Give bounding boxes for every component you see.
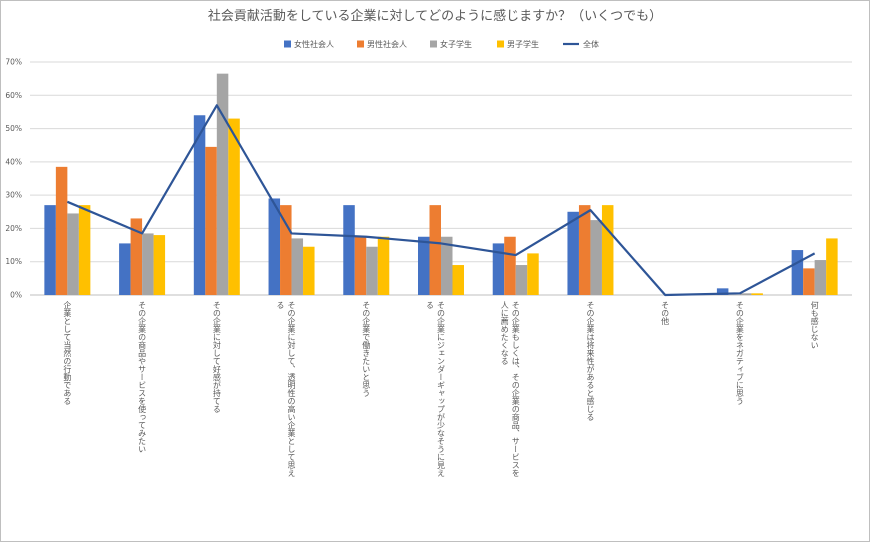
bar: [791, 250, 804, 295]
category-label-line: る: [276, 301, 285, 309]
bar: [567, 211, 579, 295]
bar: [67, 213, 79, 295]
category-label: 何も感じない: [810, 300, 819, 349]
gridlines: [30, 61, 852, 296]
legend-label: 女子学生: [440, 39, 472, 49]
bar: [515, 265, 528, 295]
bar: [452, 265, 464, 295]
bar: [205, 146, 217, 295]
bar: [193, 115, 206, 295]
y-tick-label: 30%: [5, 191, 22, 200]
y-tick-label: 40%: [5, 157, 22, 166]
category-label-line: その企業は将来性があると感じる: [586, 301, 595, 421]
y-tick-label: 20%: [5, 224, 22, 233]
bar: [492, 243, 505, 295]
bar: [228, 118, 240, 295]
bar: [354, 236, 367, 295]
legend-label: 男性社会人: [367, 39, 407, 49]
legend-swatch: [284, 40, 291, 48]
bar: [343, 205, 355, 295]
category-label-line: 何も感じない: [810, 300, 819, 349]
category-label: その他: [661, 301, 670, 326]
bar: [716, 288, 729, 295]
category-label-line: その企業で働きたいと思う: [362, 301, 371, 397]
category-label-line: その企業にジェンダーギャップが少なそうに見え: [437, 301, 446, 477]
bar: [803, 268, 815, 295]
total-line: [66, 104, 816, 297]
bar: [826, 238, 838, 295]
bar: [119, 243, 131, 295]
y-tick-label: 0%: [10, 291, 22, 300]
bar: [216, 73, 229, 296]
legend-label: 男子学生: [507, 39, 539, 49]
category-label-line: その企業に対して、透明性の高い企業として思え: [287, 301, 296, 477]
legend-swatch: [357, 40, 364, 48]
bar: [142, 233, 154, 295]
bar: [153, 235, 166, 295]
bar: [303, 246, 315, 295]
bar: [130, 218, 143, 295]
category-label-line: その企業に対して好感が持てる: [212, 301, 221, 413]
bar: [418, 236, 430, 295]
bar: [268, 198, 281, 295]
category-label: 企業として当然の行動である: [63, 300, 72, 405]
bar: [814, 260, 827, 295]
y-tick-label: 70%: [5, 58, 22, 67]
bar: [366, 246, 378, 295]
category-label-line: その企業をネガティブに思う: [735, 301, 744, 405]
category-label: その企業の商品やサービスを使ってみたい: [138, 301, 147, 453]
bar: [441, 236, 453, 295]
x-axis-labels: 企業として当然の行動である その企業の商品やサービスを使ってみたい その企業に対して…: [63, 300, 819, 477]
category-label: その企業で働きたいと思う: [362, 301, 371, 397]
legend: 女性社会人 男性社会人 女子学生 男子学生 全体: [284, 39, 599, 49]
category-label: その企業は将来性があると感じる: [586, 301, 595, 421]
bar: [55, 166, 68, 295]
bar: [739, 293, 752, 295]
bars: [44, 73, 838, 296]
category-label-line: その他: [661, 301, 670, 326]
legend-swatch: [430, 40, 437, 48]
series-line: [66, 104, 816, 297]
category-label-line: その企業の商品やサービスを使ってみたい: [138, 301, 147, 453]
bar: [44, 205, 56, 295]
y-tick-label: 60%: [5, 91, 22, 100]
category-label-line: 人に薦めたくなる: [500, 301, 509, 365]
bar: [291, 238, 304, 295]
category-label: その企業をネガティブに思う: [735, 301, 744, 405]
category-label: その企業に対して好感が持てる: [212, 301, 221, 413]
legend-label: 全体: [583, 39, 599, 49]
bar: [590, 220, 602, 295]
bar: [751, 293, 763, 295]
bar: [578, 205, 591, 295]
category-label-line: その企業もしくは、その企業の商品、サービスを: [511, 301, 520, 477]
y-tick-label: 50%: [5, 124, 22, 133]
chart-title: 社会貢献活動をしている企業に対してどのように感じますか？（いくつでも）: [208, 8, 662, 24]
bar: [601, 205, 614, 295]
bar: [429, 205, 441, 295]
bar: [78, 205, 91, 295]
category-label-line: る: [426, 301, 435, 309]
y-tick-label: 10%: [5, 257, 22, 266]
bar: [504, 236, 516, 295]
bar: [527, 253, 539, 295]
category-label-line: 企業として当然の行動である: [63, 300, 72, 405]
bar: [280, 205, 292, 295]
legend-label: 女性社会人: [294, 39, 334, 49]
legend-swatch: [497, 40, 504, 48]
bar: [377, 236, 390, 295]
y-axis-ticks: 0% 10% 20% 30% 40% 50% 60% 70%: [5, 58, 22, 300]
